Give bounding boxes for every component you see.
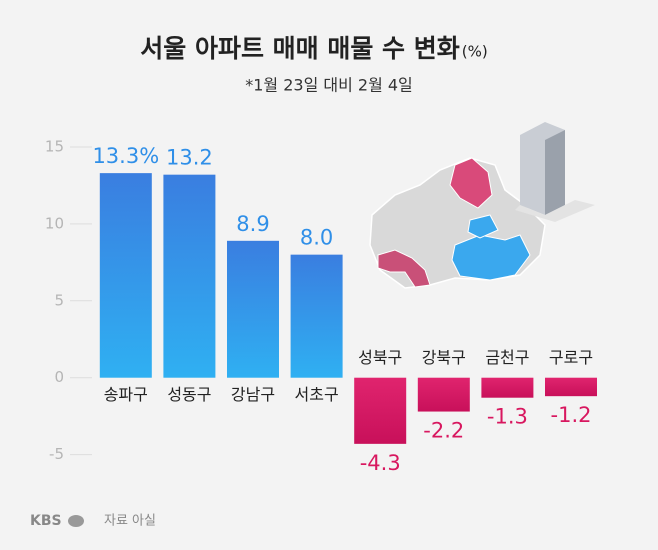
y-tick-label: 10 <box>45 214 64 232</box>
x-tick-label: 강남구 <box>231 385 275 404</box>
bar <box>227 240 279 378</box>
value-label: 8.9 <box>236 212 269 236</box>
value-label: 13.3% <box>92 144 159 168</box>
subtitle: *1월 23일 대비 2월 4일 <box>245 76 413 95</box>
title-unit: (%) <box>462 43 488 61</box>
x-tick-label: 성북구 <box>358 348 402 367</box>
value-label: -1.2 <box>551 403 592 427</box>
x-tick-label: 송파구 <box>104 385 148 404</box>
x-tick-label: 성동구 <box>167 385 211 404</box>
logo-mark <box>68 515 84 527</box>
logo: KBS <box>30 513 62 529</box>
bar <box>481 377 534 398</box>
bar <box>99 173 152 378</box>
value-label: -4.3 <box>360 451 401 475</box>
bar <box>163 174 216 378</box>
source: 자료 아실 <box>104 514 156 529</box>
value-label: -1.3 <box>487 405 528 429</box>
bar <box>545 377 597 397</box>
y-tick-label: 0 <box>54 368 64 386</box>
map-illustration <box>369 122 595 289</box>
value-label: 13.2 <box>166 146 213 170</box>
x-tick-label: 서초구 <box>295 385 339 404</box>
chart-title: 서울 아파트 매매 매물 수 변화 <box>140 34 460 63</box>
footer: KBS 자료 아실 <box>30 513 156 529</box>
x-tick-label: 금천구 <box>485 348 529 367</box>
y-tick-label: -5 <box>49 445 64 463</box>
y-tick-label: 5 <box>54 291 64 309</box>
bar <box>290 254 343 378</box>
bar <box>354 377 407 444</box>
value-label: 8.0 <box>300 226 333 250</box>
y-tick-label: 15 <box>45 137 64 155</box>
x-tick-label: 구로구 <box>549 348 593 367</box>
x-tick-label: 강북구 <box>422 348 466 367</box>
bar <box>417 377 470 412</box>
value-label: -2.2 <box>423 419 464 443</box>
